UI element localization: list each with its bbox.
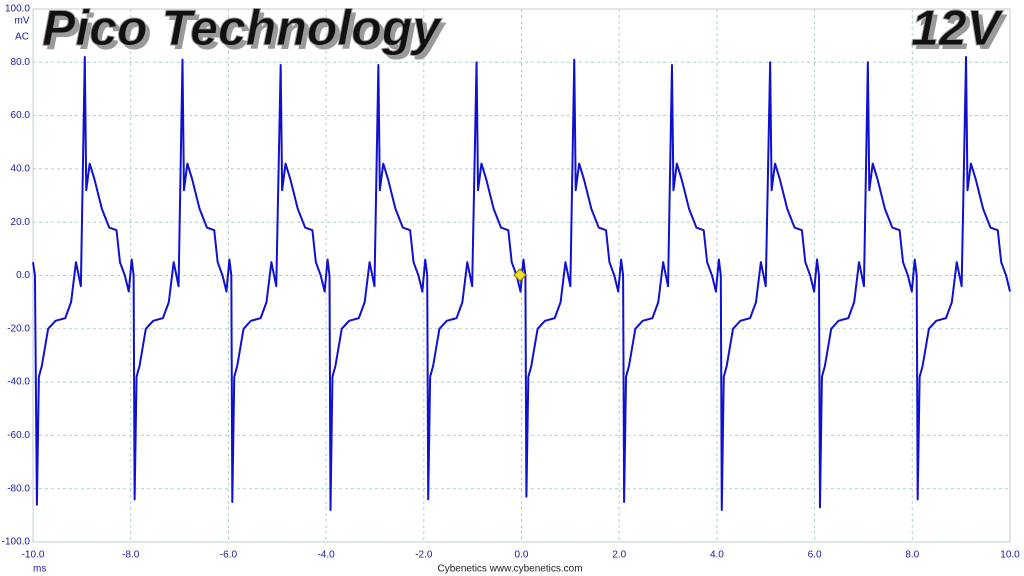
- x-tick-label: 10.0: [1000, 550, 1020, 561]
- y-tick-label: 60.0: [11, 110, 31, 121]
- x-tick-label: 4.0: [710, 550, 724, 561]
- badge: 12V: [911, 0, 1004, 56]
- y-tick-label: 40.0: [11, 164, 31, 175]
- x-tick-label: 2.0: [612, 550, 626, 561]
- y-tick-label: -100.0: [2, 537, 31, 548]
- x-tick-label: -10.0: [22, 550, 45, 561]
- x-unit: ms: [33, 564, 46, 575]
- trigger-marker: [513, 268, 527, 282]
- x-tick-label: -8.0: [122, 550, 140, 561]
- y-tick-label: 20.0: [11, 217, 31, 228]
- y-coupling: AC: [15, 32, 29, 43]
- y-tick-label: -40.0: [7, 377, 30, 388]
- y-tick-label: 0.0: [16, 270, 30, 281]
- y-tick-label: 100.0: [5, 4, 30, 15]
- y-tick-label: 80.0: [11, 57, 31, 68]
- y-tick-label: -20.0: [7, 323, 30, 334]
- x-tick-label: -2.0: [415, 550, 433, 561]
- x-tick-label: -4.0: [317, 550, 335, 561]
- footer: Cybenetics www.cybenetics.com: [437, 564, 582, 575]
- x-tick-label: 0.0: [515, 550, 529, 561]
- ticks: 100.0 80.0 60.0 40.0 20.0 0.0 -20.0 -40.0 -60.0 -…: [2, 4, 1021, 561]
- chart-title: Pico Technology: [42, 0, 442, 56]
- y-unit: mV: [15, 16, 30, 27]
- badge-shadow: 12V: [915, 4, 1008, 60]
- x-tick-label: -6.0: [220, 550, 238, 561]
- y-tick-label: -80.0: [7, 483, 30, 494]
- title-shadow: Pico Technology: [46, 4, 446, 60]
- x-tick-label: 8.0: [905, 550, 919, 561]
- y-tick-label: -60.0: [7, 430, 30, 441]
- x-tick-label: 6.0: [808, 550, 822, 561]
